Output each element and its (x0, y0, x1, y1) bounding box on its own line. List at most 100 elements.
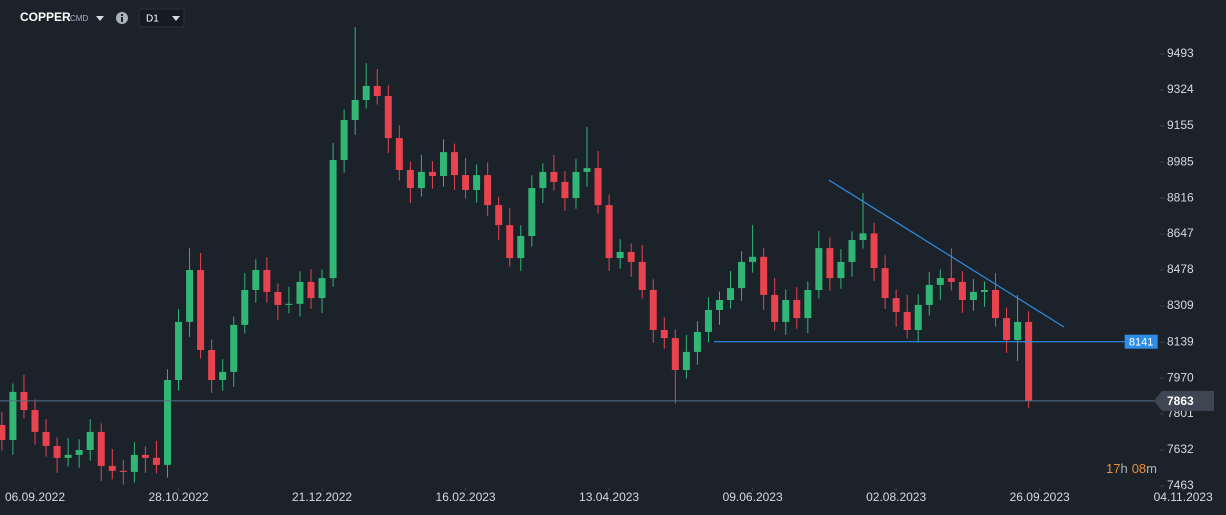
candle-body (473, 175, 481, 190)
candle-body (462, 175, 470, 190)
timeframe-dropdown (172, 16, 180, 21)
timeframe-select[interactable] (138, 8, 185, 28)
candle-body (163, 380, 171, 465)
candle-body (373, 85, 381, 96)
candle-body (1014, 321, 1022, 340)
x-tick-label: 09.06.2023 (723, 490, 783, 504)
candle-body (141, 454, 149, 458)
candle-body (826, 248, 834, 279)
candle-body (152, 457, 160, 465)
countdown: 17h 08m (1106, 461, 1157, 476)
candle-body (230, 324, 238, 372)
candle-body (108, 465, 116, 471)
candle-body (1025, 321, 1033, 401)
y-tick-label: 8309 (1167, 298, 1194, 312)
candle-body (362, 85, 370, 100)
price-label-box (1154, 390, 1214, 411)
y-tick-label: 8139 (1167, 334, 1194, 348)
candle-body (782, 300, 790, 322)
candle-body (936, 278, 944, 285)
candle-body (892, 298, 900, 312)
candle-body (760, 256, 768, 295)
x-tick-label: 02.08.2023 (866, 490, 926, 504)
symbol[interactable]: COPPER (20, 10, 71, 24)
candle-body (693, 331, 701, 352)
candle-body (307, 281, 315, 299)
candle-body (64, 454, 72, 458)
candle-body (815, 248, 823, 290)
candle-body (539, 171, 547, 189)
y-tick-label: 8478 (1167, 262, 1194, 276)
candle-body (848, 240, 856, 262)
info-icon-glyph (121, 17, 123, 22)
candle-body (771, 294, 779, 322)
x-tick-label: 21.12.2022 (292, 490, 352, 504)
level-label: 8141 (1129, 337, 1153, 349)
x-tick-label: 04.11.2023 (1154, 490, 1213, 504)
candle-body (881, 268, 889, 299)
candle-body (649, 290, 657, 330)
candle-body (197, 270, 205, 350)
candle-body (9, 391, 17, 440)
countdown-part: 17 (1106, 461, 1120, 476)
candle-body (616, 251, 624, 259)
candle-body (506, 225, 514, 259)
x-tick-label: 28.10.2022 (148, 490, 208, 504)
candle-body (671, 338, 679, 370)
candle-body (186, 270, 194, 322)
y-tick-label: 9155 (1167, 118, 1194, 132)
candle-body (31, 410, 39, 432)
y-tick-label: 9493 (1167, 46, 1194, 60)
candle-body (219, 371, 227, 380)
candle-body (727, 288, 735, 300)
candle-body (329, 160, 337, 279)
candle-body (495, 205, 503, 226)
symbol-type: CMD (70, 14, 88, 23)
y-tick-label: 8647 (1167, 226, 1194, 240)
candle-body (528, 188, 536, 236)
candle-body (969, 291, 977, 300)
y-tick-label: 8816 (1167, 190, 1194, 204)
symbol-dropdown[interactable] (96, 16, 104, 21)
candle-body (252, 270, 260, 290)
candle-body (53, 445, 61, 458)
candle-body (925, 284, 933, 305)
y-tick-label: 7970 (1167, 370, 1194, 384)
y-tick-label: 8985 (1167, 154, 1194, 168)
candle-body (42, 431, 50, 446)
y-tick-label: 7463 (1167, 478, 1194, 492)
candle-body (274, 291, 282, 305)
countdown-part: m (1146, 461, 1157, 476)
candle-body (561, 181, 569, 199)
candle-body (583, 168, 591, 172)
candle-body (627, 251, 635, 262)
candle-body (749, 256, 757, 262)
candle-body (870, 233, 878, 269)
trendline (828, 179, 1065, 328)
candle-body (793, 300, 801, 319)
candle-body (263, 270, 271, 292)
candle-body (682, 351, 690, 370)
candle-body (384, 95, 392, 139)
candle-body (484, 175, 492, 206)
candle-body (119, 470, 127, 472)
candle-body (451, 152, 459, 176)
y-tick-label: 7632 (1167, 442, 1194, 456)
candle-body (0, 424, 6, 440)
candle-body (837, 261, 845, 279)
countdown-part: 08 (1132, 461, 1146, 476)
timeframe: D1 (146, 14, 159, 25)
candle-body (804, 290, 812, 319)
candle-body (351, 100, 359, 120)
candle-body (715, 300, 723, 310)
candle-body (594, 168, 602, 206)
info-icon-dot (121, 14, 123, 16)
candle-body (1003, 318, 1011, 340)
candle-body (704, 310, 712, 332)
candle-body (406, 170, 414, 189)
price-label: 7863 (1167, 394, 1194, 408)
candle-body (86, 431, 94, 450)
candle-body (550, 171, 558, 182)
candle-body (340, 120, 348, 160)
